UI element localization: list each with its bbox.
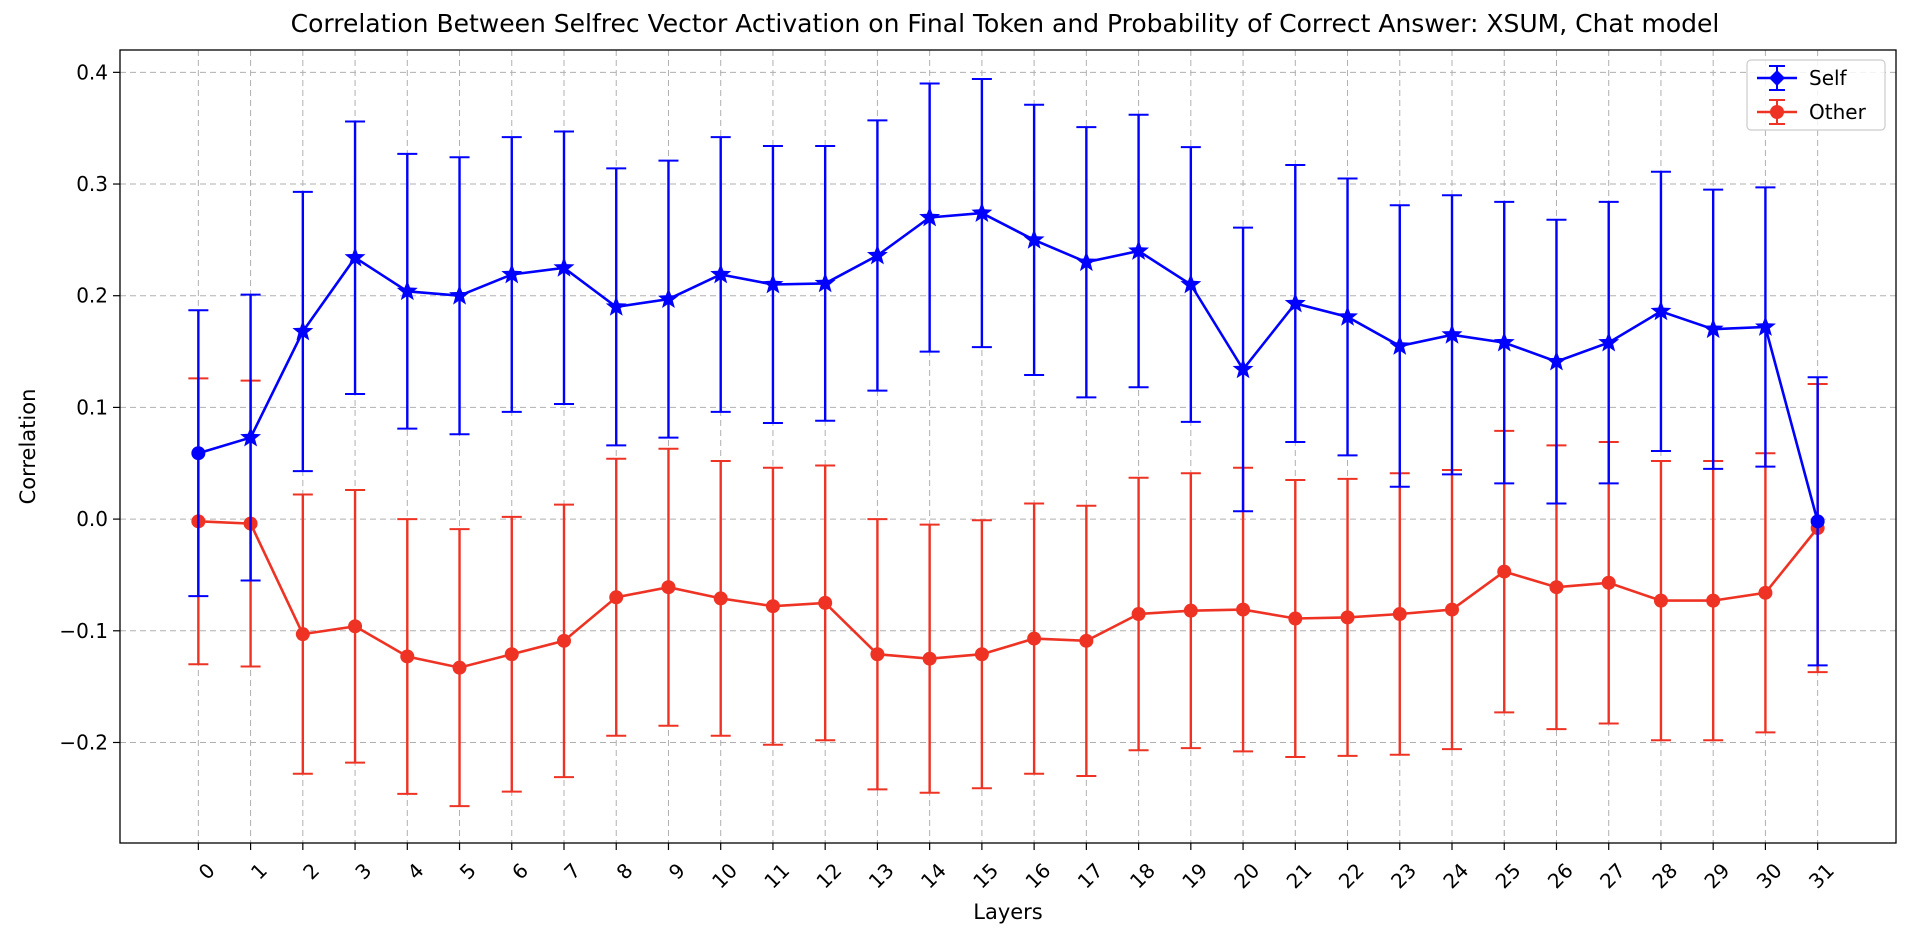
data-point — [1549, 580, 1564, 595]
data-point — [1650, 300, 1672, 321]
legend-item-other: Other — [1757, 99, 1867, 125]
plot-frame — [119, 49, 1897, 844]
series-layer — [188, 78, 1828, 808]
data-point — [658, 288, 679, 308]
data-point — [1027, 631, 1042, 646]
data-point — [1441, 323, 1463, 344]
data-point — [661, 580, 676, 595]
legend-item-self: Self — [1757, 65, 1848, 91]
data-point — [396, 280, 418, 301]
data-point — [240, 426, 261, 447]
data-point — [971, 202, 993, 222]
y-tick-label: −0.2 — [59, 730, 108, 754]
data-point — [1497, 564, 1512, 579]
legend-marker — [1770, 105, 1784, 119]
data-point — [1075, 251, 1097, 272]
data-point — [348, 619, 363, 634]
data-point — [1653, 593, 1668, 608]
data-point — [1337, 305, 1358, 326]
data-point — [1493, 331, 1515, 352]
y-axis-title: Correlation — [16, 389, 40, 505]
data-point — [870, 647, 885, 662]
data-point — [1236, 602, 1251, 617]
data-point — [553, 256, 575, 277]
data-point — [344, 246, 366, 267]
chart-title: Correlation Between Selfrec Vector Activ… — [291, 9, 1720, 38]
data-point — [605, 295, 627, 316]
series-self — [188, 78, 1828, 667]
data-point — [1758, 585, 1773, 600]
x-axis-title: Layers — [973, 900, 1043, 924]
data-point — [922, 651, 937, 666]
data-point — [1546, 350, 1567, 371]
data-point — [504, 647, 519, 662]
data-point — [974, 647, 989, 662]
data-point — [1128, 240, 1149, 260]
data-point — [1288, 611, 1303, 626]
data-point — [1131, 607, 1146, 622]
data-point — [295, 627, 310, 642]
data-point — [1232, 358, 1254, 379]
data-point — [1180, 273, 1202, 294]
data-point — [1284, 292, 1306, 313]
y-tick-label: 0.2 — [76, 284, 108, 308]
data-point — [867, 244, 888, 265]
legend-label: Other — [1809, 100, 1867, 124]
y-tick-label: 0.4 — [76, 60, 108, 84]
data-point — [1601, 575, 1616, 590]
data-point — [1810, 514, 1825, 529]
data-point — [557, 633, 571, 648]
data-point — [400, 649, 415, 664]
y-tick-label: −0.1 — [59, 619, 108, 643]
data-point — [191, 446, 206, 461]
data-point — [501, 263, 523, 284]
data-point — [1392, 607, 1407, 622]
y-tick-label: 0.3 — [76, 172, 108, 196]
data-point — [1598, 331, 1620, 352]
data-point — [1445, 602, 1459, 617]
data-point — [1389, 335, 1411, 355]
legend-marker — [1769, 70, 1785, 86]
data-point — [762, 273, 784, 294]
data-point — [814, 272, 836, 293]
data-point — [1340, 610, 1355, 625]
data-point — [1706, 593, 1721, 608]
data-point — [713, 591, 728, 606]
data-point — [1023, 228, 1045, 249]
series-line — [198, 520, 1819, 669]
data-point — [1183, 603, 1198, 618]
data-point — [292, 320, 314, 341]
data-point — [1079, 633, 1094, 648]
y-tick-label: 0.1 — [76, 395, 108, 419]
data-point — [919, 206, 941, 227]
legend-label: Self — [1809, 66, 1848, 90]
data-point — [1755, 316, 1776, 336]
data-point — [449, 284, 470, 305]
data-point — [609, 590, 624, 605]
data-point — [818, 595, 833, 610]
data-point — [765, 599, 780, 614]
data-point — [1702, 318, 1724, 339]
data-point — [710, 263, 732, 284]
legend: Self Other — [1746, 59, 1886, 131]
y-tick-label: 0.0 — [76, 507, 108, 531]
data-point — [452, 660, 467, 675]
